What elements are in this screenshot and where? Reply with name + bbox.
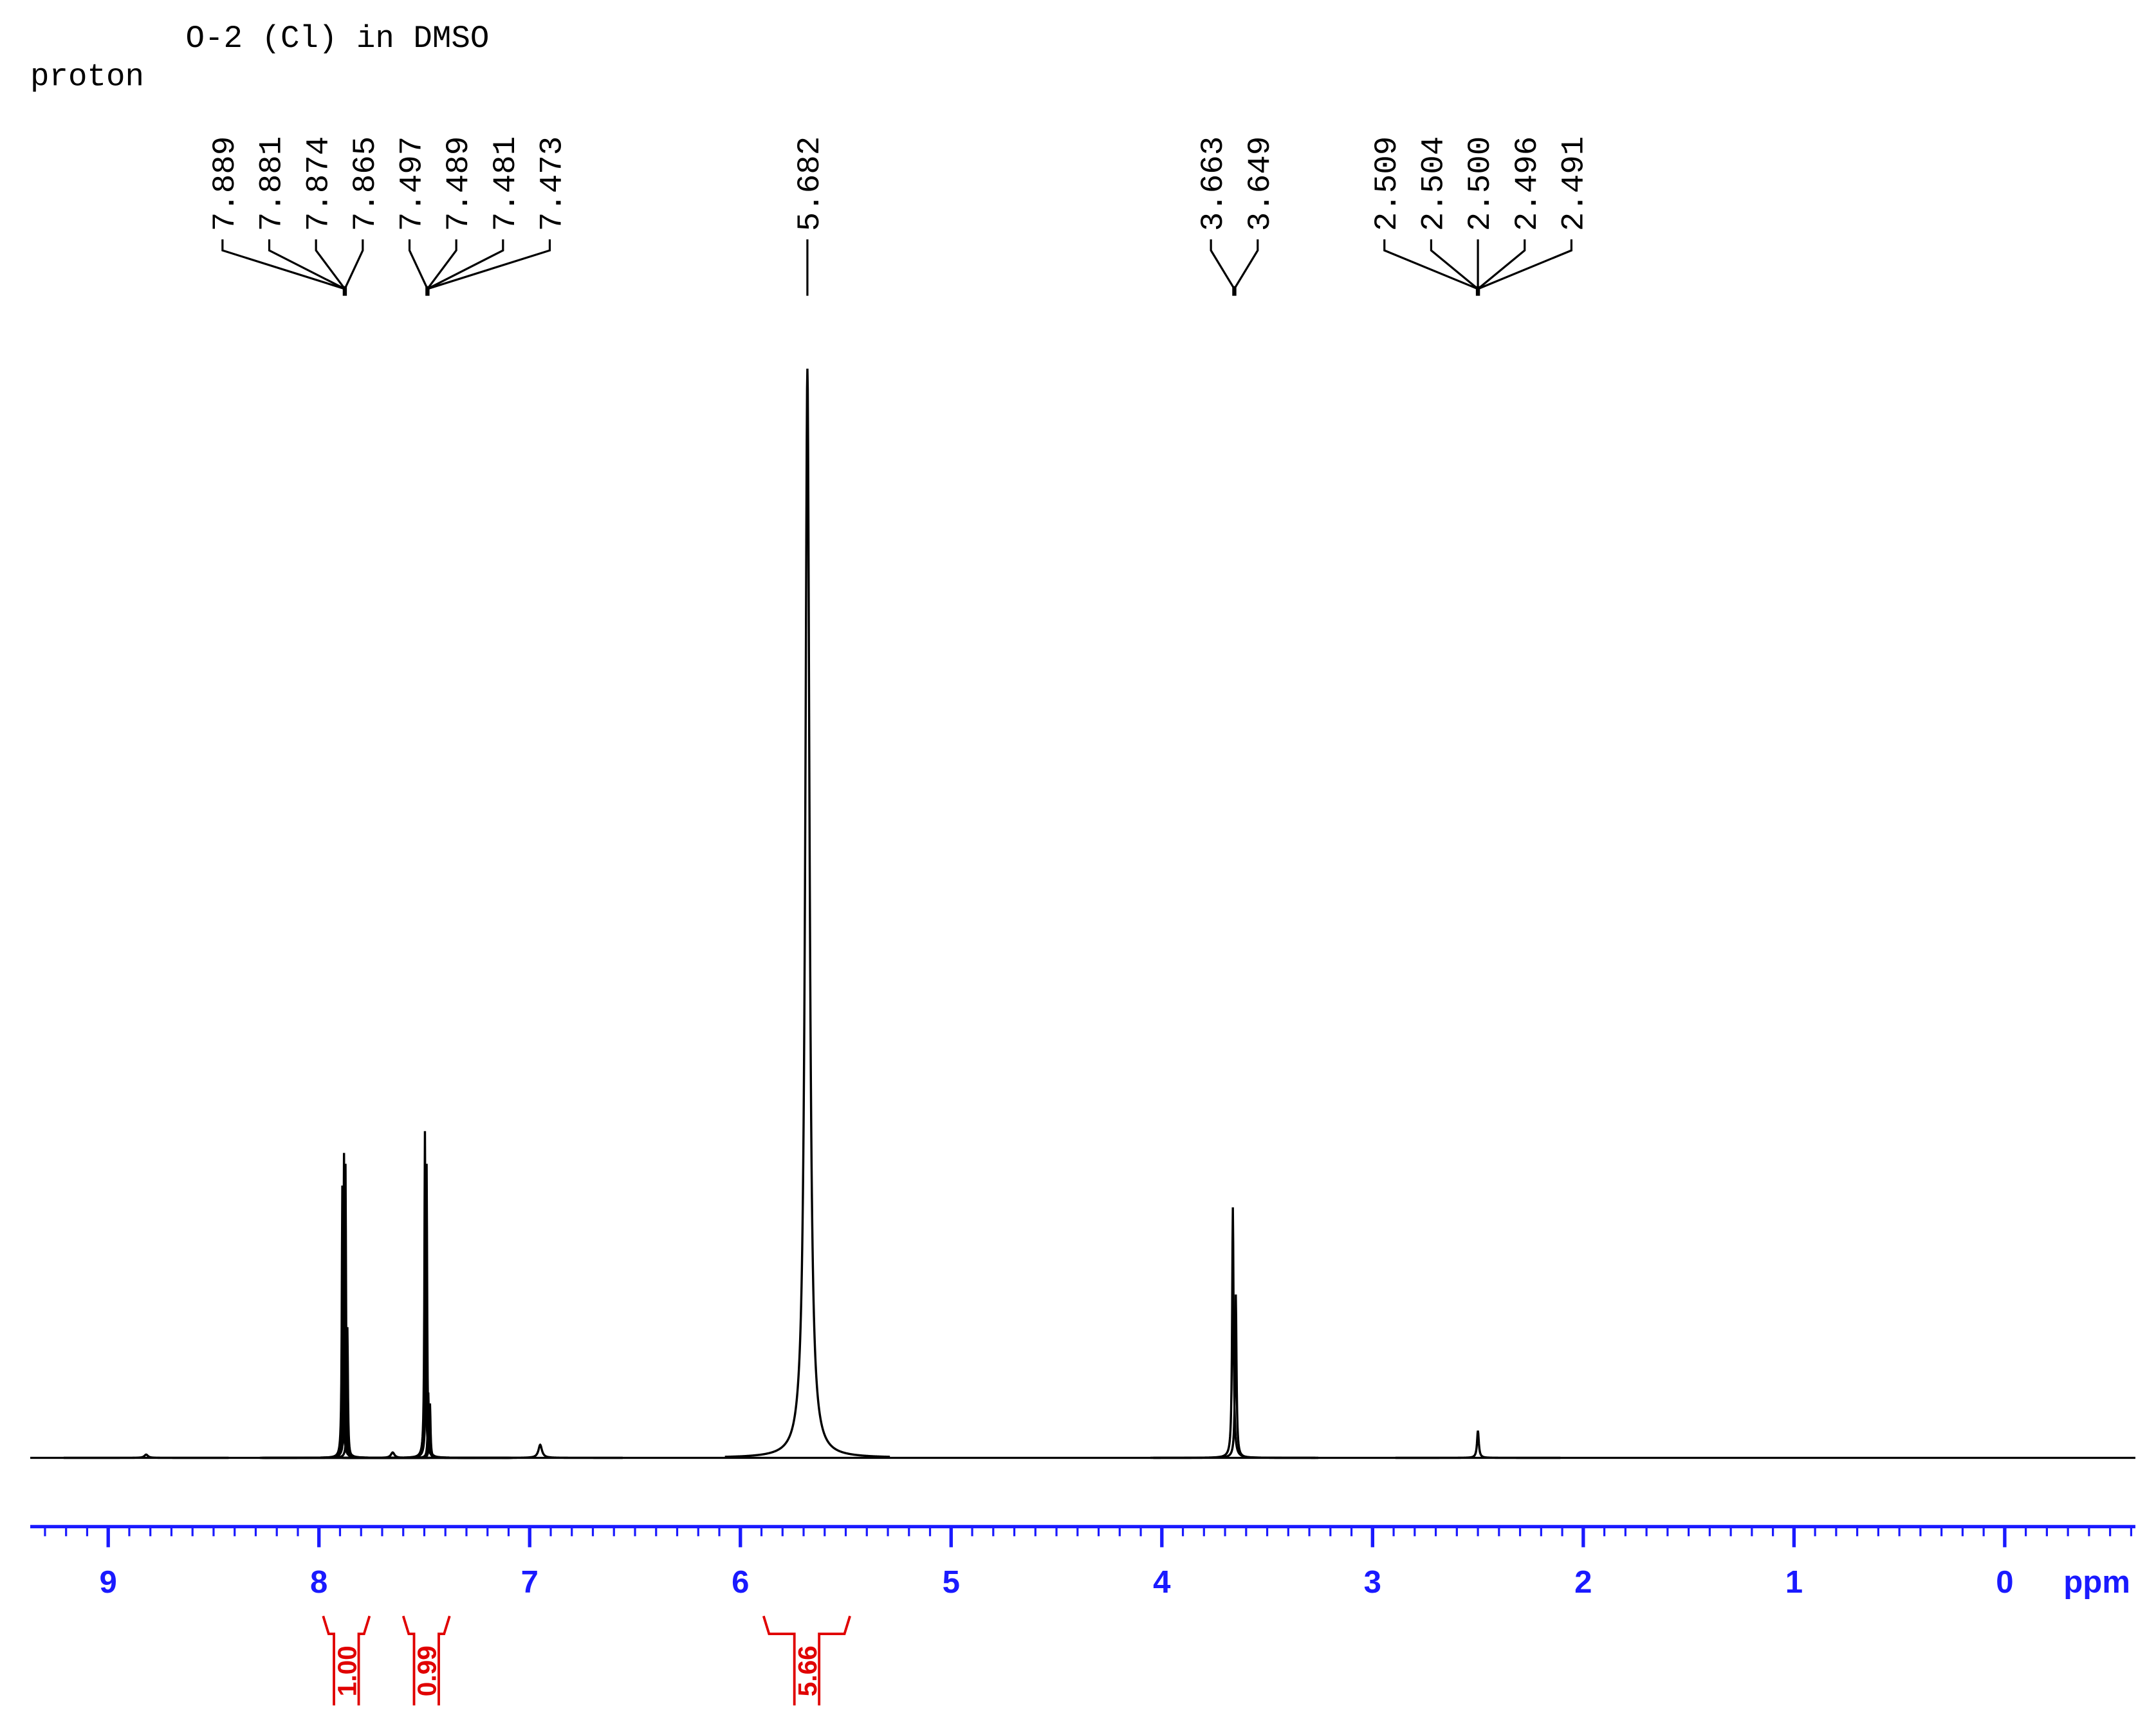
chart-subtitle: proton	[30, 59, 144, 95]
peak-connector	[1233, 239, 1259, 290]
integral-label: 0.99	[412, 1645, 442, 1696]
peak-connector	[221, 239, 346, 290]
peak-connector	[1383, 239, 1479, 290]
peak	[63, 1453, 229, 1459]
peak	[457, 1443, 623, 1459]
peak-label: 2.496	[1509, 136, 1545, 231]
peak-connector	[1210, 239, 1235, 290]
peak-label: 2.491	[1556, 136, 1592, 231]
x-tick-label: 6	[732, 1565, 749, 1600]
x-tick-label: 8	[310, 1565, 327, 1600]
integral-label: 1.00	[332, 1645, 362, 1696]
peak-label: 3.649	[1242, 136, 1278, 231]
x-tick-label: 7	[521, 1565, 539, 1600]
x-tick-label: 2	[1574, 1565, 1592, 1600]
peak-label: 2.500	[1462, 136, 1498, 231]
peak-connector	[427, 239, 551, 290]
x-axis-label: ppm	[2063, 1565, 2130, 1600]
peak-label: 7.497	[394, 136, 430, 231]
integral-bracket	[762, 1615, 851, 1706]
peak	[1153, 1294, 1318, 1459]
x-tick-label: 0	[1996, 1565, 2013, 1600]
peak-label: 7.874	[300, 136, 336, 231]
peak-connector	[427, 239, 457, 290]
peak	[724, 368, 890, 1458]
x-tick-label: 1	[1785, 1565, 1803, 1600]
peak-connector	[427, 239, 504, 290]
integral-bracket	[401, 1615, 451, 1706]
peak-connector	[315, 239, 346, 290]
peak-connector	[1430, 239, 1479, 290]
x-tick-label: 5	[943, 1565, 960, 1600]
peak	[1395, 1430, 1561, 1459]
chart-title: O-2 (Cl) in DMSO	[186, 21, 490, 57]
peak-label: 7.881	[254, 136, 290, 231]
peak-label: 7.865	[347, 136, 383, 231]
peak-label: 7.889	[207, 136, 243, 231]
peak-label: 7.489	[441, 136, 477, 231]
x-tick-label: 3	[1364, 1565, 1381, 1600]
peak-connector	[1477, 239, 1573, 290]
peak-label: 2.509	[1369, 136, 1405, 231]
peak-label: 3.663	[1195, 136, 1231, 231]
peak-label: 2.504	[1416, 136, 1452, 231]
peak-connector	[268, 239, 346, 290]
x-tick-label: 4	[1153, 1565, 1171, 1600]
peak-connector	[1477, 239, 1526, 290]
peak-label: 7.481	[488, 136, 524, 231]
peak-label: 7.473	[535, 136, 571, 231]
peak-connector	[408, 239, 428, 290]
peak-label: 5.682	[792, 136, 828, 231]
peak-connector	[344, 239, 364, 290]
integral-label: 5.66	[793, 1645, 822, 1696]
x-tick-label: 9	[100, 1565, 117, 1600]
integral-bracket	[322, 1615, 371, 1706]
